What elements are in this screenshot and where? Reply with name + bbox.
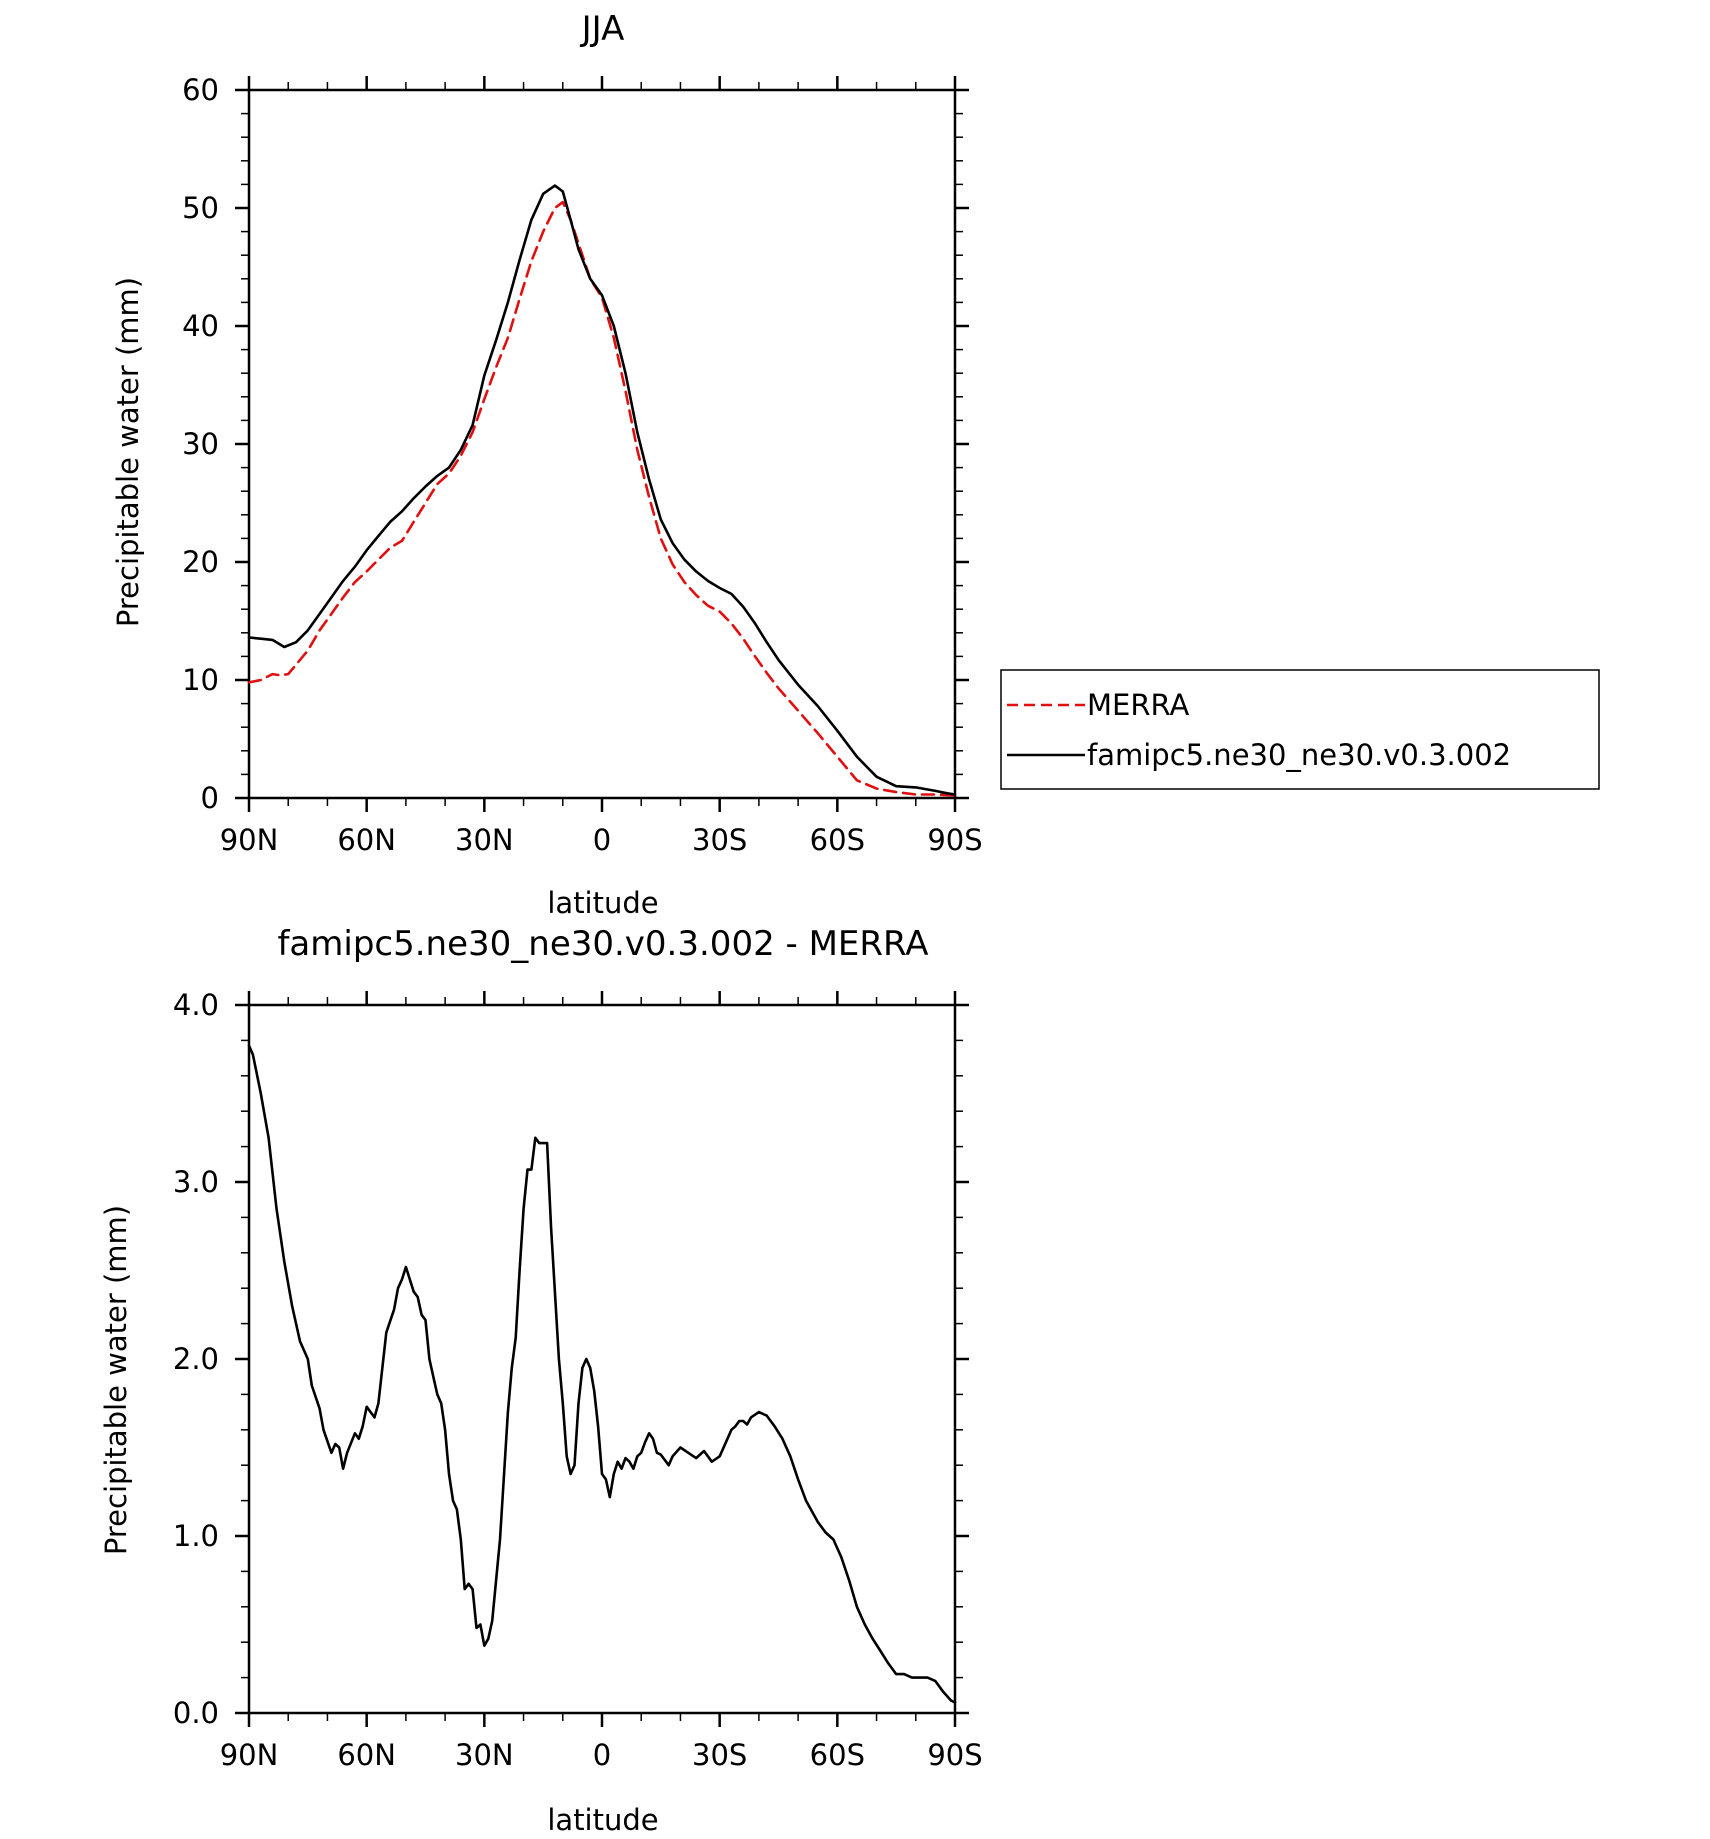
top-x-tick-label: 90N <box>220 823 279 857</box>
top-panel-title: JJA <box>580 9 625 49</box>
top-series-line-0 <box>247 200 957 797</box>
top-y-tick-label: 20 <box>182 545 219 579</box>
bottom-x-tick-label: 60S <box>810 1738 865 1772</box>
bottom-x-tick-label: 30S <box>692 1738 747 1772</box>
bottom-y-tick-label: 4.0 <box>173 988 219 1022</box>
bottom-y-tick-label: 1.0 <box>173 1519 219 1553</box>
bottom-x-tick-label: 0 <box>593 1738 611 1772</box>
bottom-panel-x-axis-label: latitude <box>547 1803 658 1837</box>
top-panel: JJA Precipitable water (mm) latitude 90N… <box>111 9 1600 920</box>
bottom-x-tick-label: 60N <box>337 1738 396 1772</box>
top-y-tick-label: 40 <box>182 309 219 343</box>
bottom-x-tick-label: 90N <box>220 1738 279 1772</box>
top-panel-x-axis-label: latitude <box>547 886 658 920</box>
bottom-series-line-0 <box>247 1044 957 1704</box>
legend-box <box>1000 669 1600 790</box>
top-x-tick-label: 60N <box>337 823 396 857</box>
top-y-tick-label: 0 <box>201 781 219 815</box>
top-x-tick-label: 90S <box>927 823 982 857</box>
top-series-line-1 <box>247 184 957 796</box>
top-x-tick-label: 30S <box>692 823 747 857</box>
bottom-y-tick-label: 3.0 <box>173 1165 219 1199</box>
top-plot-area: 90N 60N 30N 0 30S 60S 90S 0 10 20 30 40 50 60 <box>182 73 983 857</box>
bottom-plot-area: 90N 60N 30N 0 30S 60S 90S 0.0 1.0 2.0 3.0 4.0 <box>173 988 983 1772</box>
top-x-tick-label: 60S <box>810 823 865 857</box>
legend-label-merra: MERRA <box>1087 688 1189 722</box>
top-y-tick-label: 10 <box>182 663 219 697</box>
bottom-x-tick-label: 90S <box>927 1738 982 1772</box>
bottom-panel: famipc5.ne30_ne30.v0.3.002 - MERRA Preci… <box>99 924 983 1837</box>
bottom-frame <box>247 1003 957 1715</box>
bottom-panel-y-axis-label: Precipitable water (mm) <box>99 1205 133 1555</box>
top-y-tick-label: 50 <box>182 191 219 225</box>
bottom-y-tick-label: 0.0 <box>173 1696 219 1730</box>
legend: MERRA famipc5.ne30_ne30.v0.3.002 <box>1000 669 1600 790</box>
top-y-tick-label: 30 <box>182 427 219 461</box>
top-x-tick-label: 30N <box>455 823 514 857</box>
top-panel-y-axis-label: Precipitable water (mm) <box>111 277 145 627</box>
top-x-tick-label: 0 <box>593 823 611 857</box>
legend-label-model: famipc5.ne30_ne30.v0.3.002 <box>1087 738 1511 772</box>
bottom-panel-title: famipc5.ne30_ne30.v0.3.002 - MERRA <box>277 924 928 964</box>
top-frame <box>247 88 957 800</box>
bottom-x-tick-label: 30N <box>455 1738 514 1772</box>
top-y-tick-label: 60 <box>182 73 219 107</box>
bottom-y-tick-label: 2.0 <box>173 1342 219 1376</box>
